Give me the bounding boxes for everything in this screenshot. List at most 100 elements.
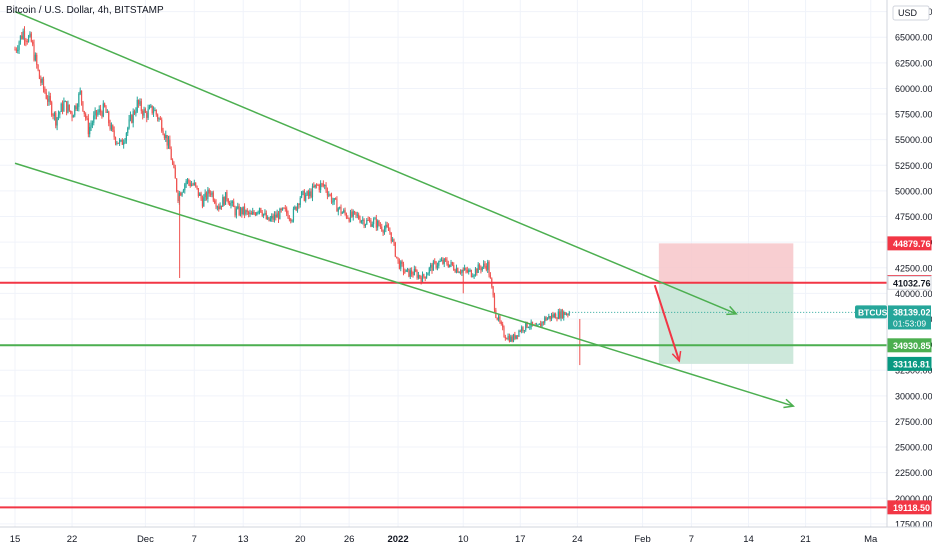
candle-body: [332, 201, 334, 203]
x-tick-label: Feb: [634, 534, 650, 545]
candle-body: [226, 192, 228, 200]
candle-body: [197, 188, 199, 196]
candle-body: [466, 270, 468, 273]
candle-body: [334, 198, 337, 200]
candle-body: [465, 268, 467, 271]
candle-body: [435, 261, 437, 268]
candle-body: [241, 208, 243, 215]
candle-body: [182, 190, 185, 193]
candle-body: [101, 112, 103, 117]
candle-body: [362, 219, 364, 221]
candle-body: [95, 110, 98, 115]
time-axis[interactable]: 15 22 Dec 7 13 20 26 2022 10 17 24 Feb 7 14 21 Ma: [10, 534, 878, 545]
candle-body: [326, 190, 329, 196]
candle-body: [542, 321, 544, 323]
chart-title: Bitcoin / U.S. Dollar, 4h, BITSTAMP: [6, 5, 164, 16]
candle-body: [538, 323, 540, 325]
x-tick-label: 14: [743, 534, 754, 545]
candle-body: [97, 112, 99, 115]
candle-body: [44, 88, 46, 93]
candle-body: [503, 327, 505, 337]
currency-badge[interactable]: USD: [892, 5, 930, 21]
candle-body: [163, 134, 166, 139]
candle-body: [560, 310, 562, 319]
price-label-text: 41032.76: [893, 278, 931, 288]
currency-badge-box: [892, 5, 930, 21]
candle-body: [262, 213, 265, 216]
candle-body: [176, 178, 178, 192]
candle-body: [229, 202, 231, 206]
candle-body: [397, 257, 399, 261]
candle-body: [113, 130, 115, 138]
x-tick-label: 26: [344, 534, 355, 545]
price-label-4: 34930.85: [887, 338, 932, 353]
candle-body: [322, 183, 324, 186]
candle-body: [102, 103, 104, 117]
y-tick-label: 17500.00: [895, 519, 932, 529]
candle-body: [79, 90, 81, 94]
candle-body: [238, 206, 240, 215]
candle-body: [476, 268, 478, 273]
candle-body: [416, 271, 418, 278]
candle-body: [208, 189, 210, 194]
candle-body: [117, 142, 119, 144]
candle-body: [146, 112, 148, 118]
stop-loss-zone[interactable]: [658, 243, 794, 283]
candle-body: [154, 110, 156, 112]
candle-body: [343, 210, 345, 213]
arrowhead-channel-bottom: [783, 398, 795, 409]
candle-body: [161, 119, 163, 131]
x-tick-label: 15: [10, 534, 21, 545]
candle-body: [30, 33, 32, 42]
candle-body: [271, 216, 273, 219]
candle-body: [267, 217, 269, 220]
candle-body: [464, 268, 466, 270]
candle-body: [85, 114, 87, 119]
price-label-box: [887, 338, 932, 353]
take-profit-zone[interactable]: [658, 282, 794, 364]
projection-arrow[interactable]: [653, 284, 681, 362]
candle-body: [368, 220, 371, 222]
candle-body: [99, 109, 102, 113]
candle-body: [455, 268, 458, 273]
candles: [14, 26, 581, 366]
candle-body: [349, 211, 352, 222]
candle-body: [446, 260, 448, 264]
candle-body: [523, 330, 525, 332]
trendline-channel-bottom[interactable]: [14, 162, 794, 407]
candle-body: [120, 139, 122, 141]
candle-body: [67, 104, 69, 113]
candle-body: [210, 193, 212, 195]
candle-body: [277, 213, 280, 220]
candle-body: [234, 207, 236, 216]
candle-body: [22, 31, 24, 39]
candle-body: [66, 101, 68, 113]
price-axis-background: [887, 0, 932, 550]
candle-body: [151, 105, 153, 114]
candle-body: [91, 122, 94, 125]
price-axis[interactable]: 17500.00 20000.00 22500.00 25000.00 27500.00…: [895, 7, 932, 529]
candle-body: [243, 206, 246, 215]
candle-body: [60, 103, 62, 112]
candle-body: [315, 184, 318, 186]
candle-body: [72, 115, 75, 118]
trendline-channel-top[interactable]: [14, 10, 737, 315]
candle-body: [155, 110, 157, 115]
x-tick-label: Dec: [137, 534, 154, 545]
candle-body: [248, 211, 250, 215]
candle-body: [235, 208, 238, 216]
candle-body: [364, 224, 367, 227]
candle-body: [204, 192, 206, 198]
candle-body: [417, 274, 420, 278]
candle-body: [295, 206, 297, 211]
candle-body: [162, 130, 164, 135]
candle-body: [511, 336, 513, 342]
candle-body: [144, 109, 146, 113]
candle-body: [105, 106, 107, 113]
candle-body: [283, 207, 285, 209]
candle-body: [186, 179, 189, 182]
candle-body: [545, 317, 547, 321]
